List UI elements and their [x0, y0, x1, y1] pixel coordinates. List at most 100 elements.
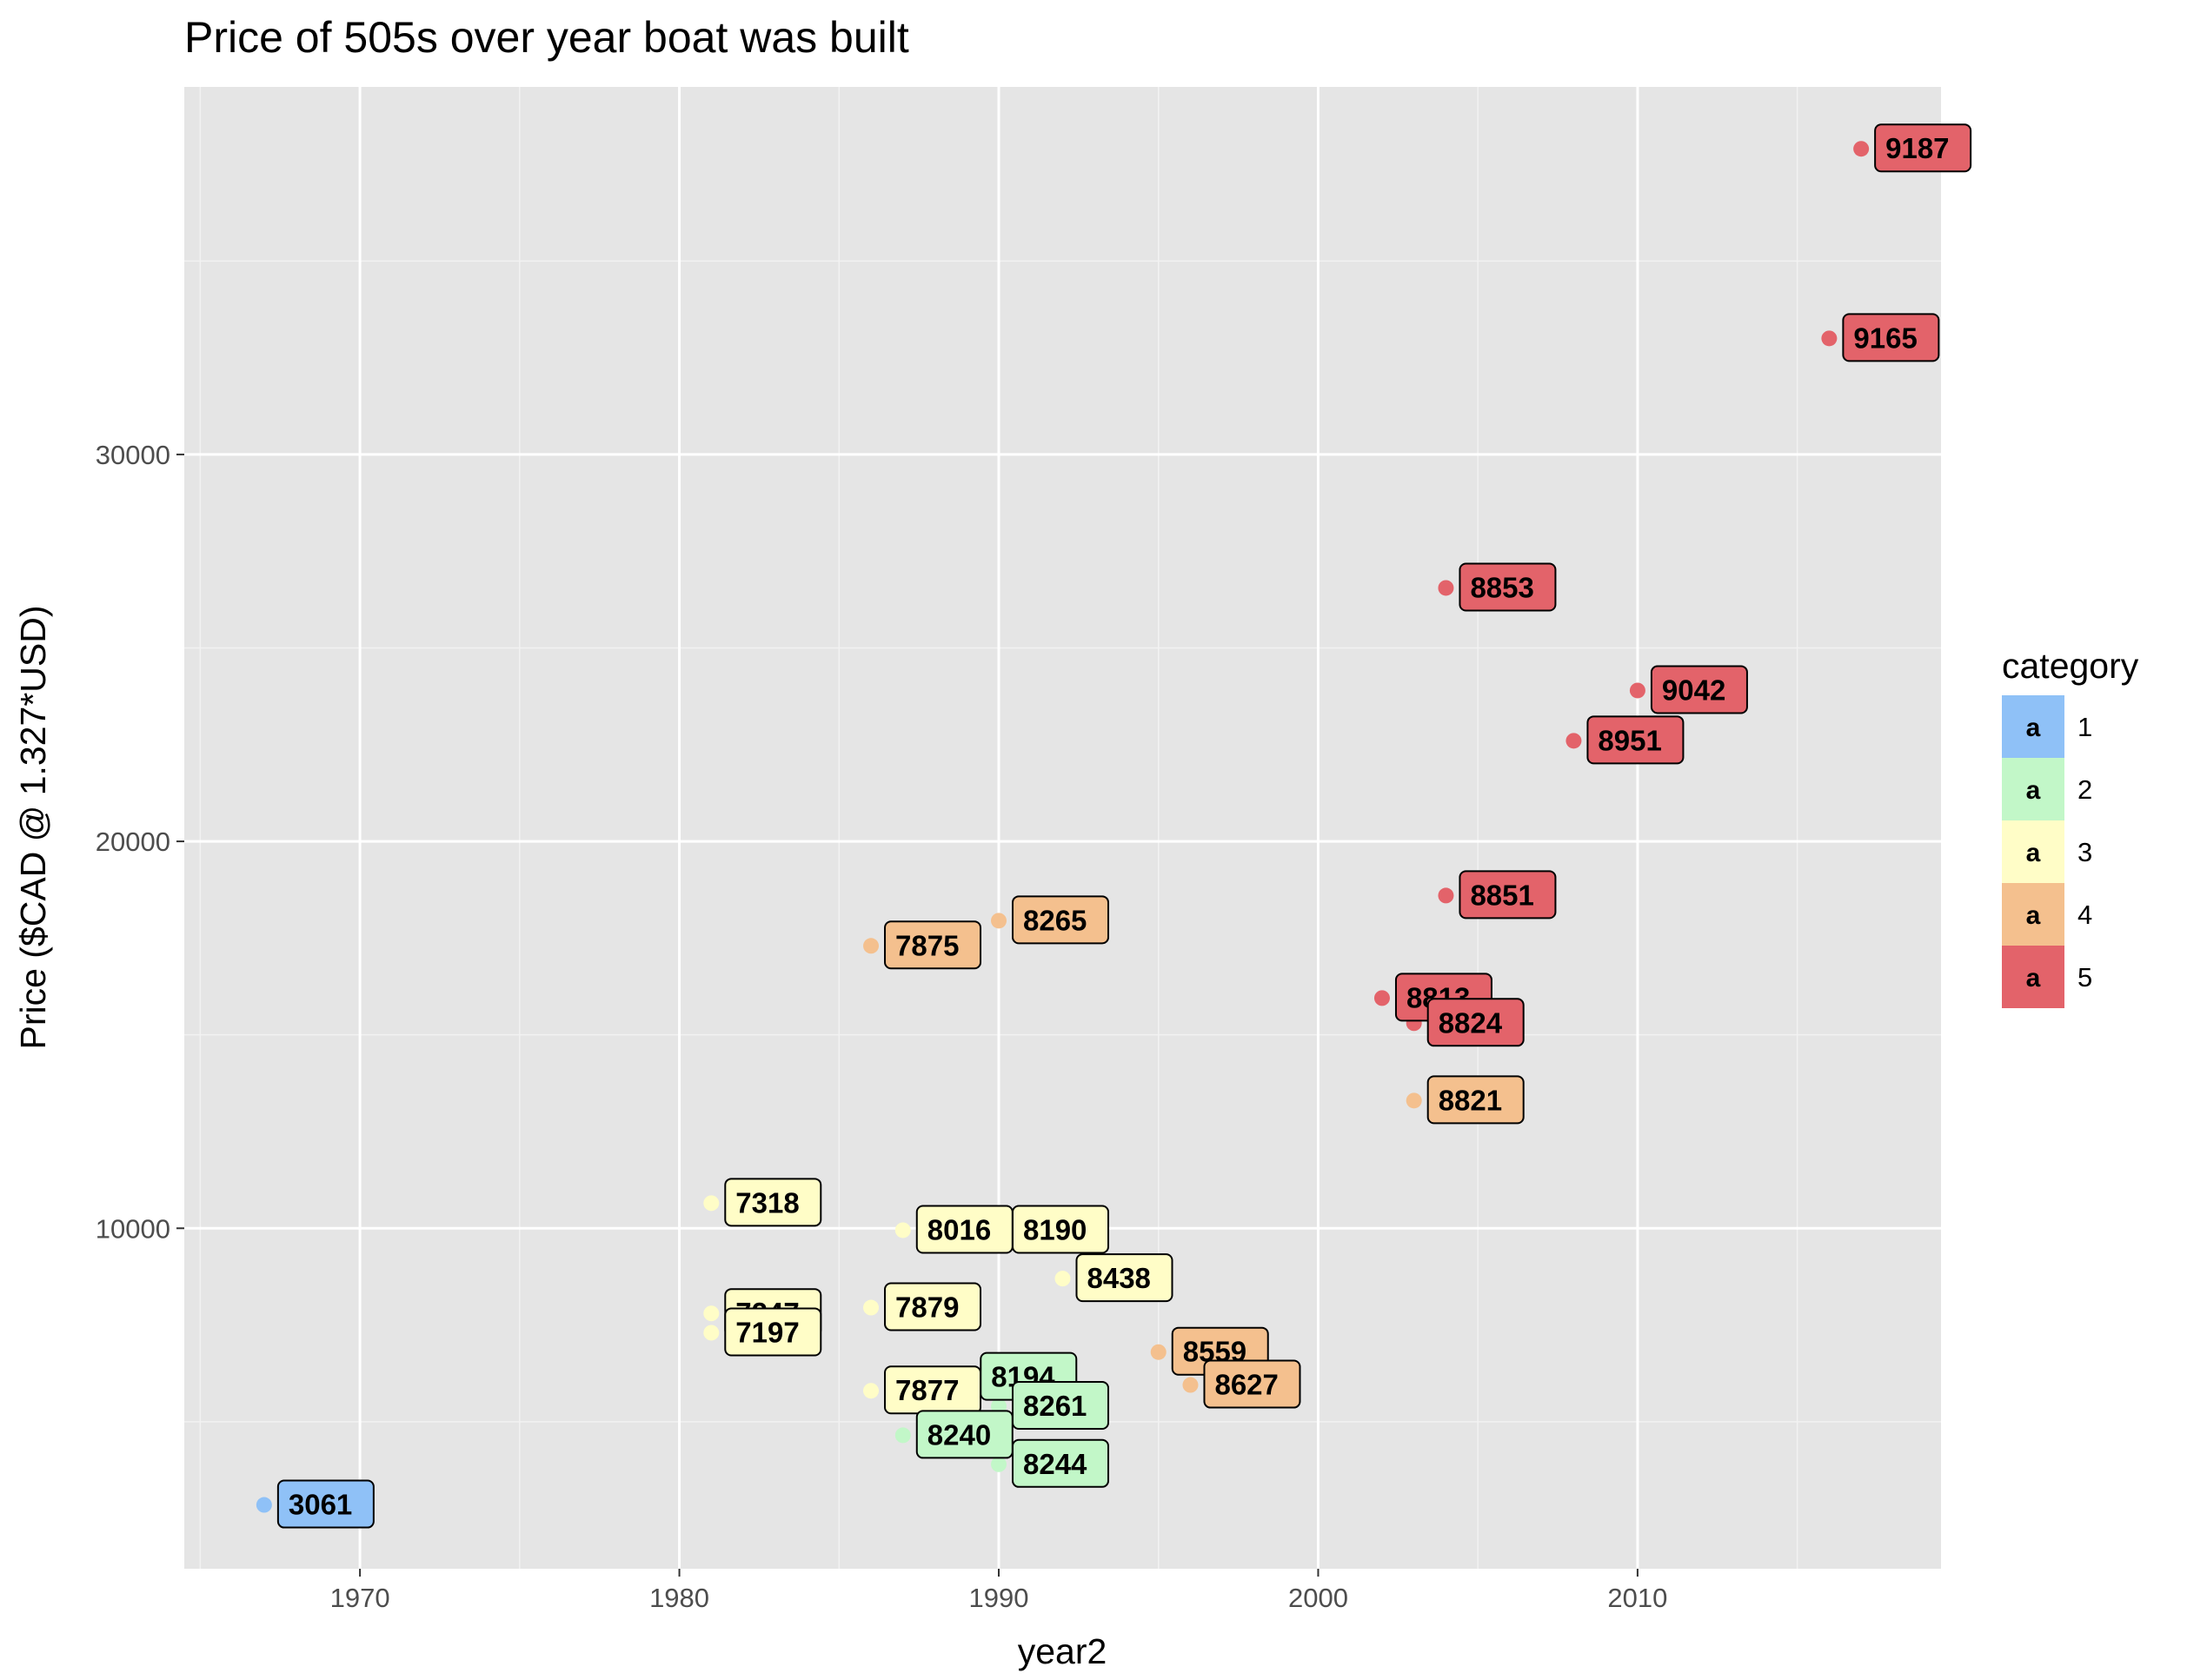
- data-label-text: 7879: [895, 1292, 959, 1324]
- data-point: [1406, 1092, 1422, 1109]
- legend-key-glyph: a: [2026, 714, 2041, 742]
- data-label-box: [1203, 1359, 1301, 1409]
- data-point: [894, 1427, 911, 1444]
- data-label-box: [724, 1178, 822, 1227]
- labels-layer: 3061731872477197787978777875801682408194…: [276, 123, 1972, 1529]
- data-label-text: 9187: [1885, 132, 1949, 164]
- legend-key-swatch: [2002, 695, 2064, 758]
- data-point: [703, 1305, 720, 1322]
- data-label-box: [276, 1479, 375, 1529]
- data-point: [894, 1222, 911, 1238]
- data-label: 8951: [1586, 715, 1685, 765]
- data-label: 8438: [1075, 1253, 1173, 1303]
- data-label-box: [1842, 313, 1940, 362]
- data-label-box: [884, 1282, 982, 1331]
- data-label: 8190: [1012, 1205, 1110, 1254]
- minor-gridlines: [184, 87, 1941, 1569]
- y-axis: 10000 20000 30000: [96, 440, 184, 1244]
- data-label-text: 3061: [289, 1489, 352, 1521]
- data-label-box: [1426, 1075, 1525, 1125]
- data-label: 9187: [1874, 123, 1972, 173]
- data-label-box: [1012, 1438, 1110, 1488]
- data-label-box: [1459, 870, 1557, 920]
- data-point: [1150, 1344, 1167, 1360]
- data-label: 8016: [915, 1205, 1014, 1254]
- data-label: 7318: [724, 1178, 822, 1227]
- x-tick-label: 2000: [1288, 1583, 1348, 1613]
- legend-key-label: 5: [2077, 962, 2092, 993]
- x-tick-label: 1990: [969, 1583, 1029, 1613]
- data-label-text: 7318: [735, 1186, 799, 1218]
- x-tick-label: 2010: [1607, 1583, 1667, 1613]
- data-point: [1821, 330, 1838, 347]
- data-label-text: 7875: [895, 929, 959, 961]
- data-point: [703, 1195, 720, 1212]
- legend-title: category: [2002, 646, 2139, 686]
- data-label-text: 7877: [895, 1374, 959, 1406]
- data-label-text: 8821: [1439, 1084, 1502, 1116]
- y-axis-title: Price ($CAD @ 1.327*USD): [13, 606, 53, 1050]
- data-label: 7877: [884, 1365, 982, 1415]
- data-label-text: 8853: [1470, 571, 1533, 603]
- data-label-box: [724, 1307, 822, 1357]
- legend-key-label: 4: [2077, 900, 2092, 930]
- chart-title: Price of 505s over year boat was built: [184, 13, 909, 62]
- data-label: 9042: [1650, 665, 1748, 714]
- data-label-text: 8244: [1023, 1448, 1087, 1480]
- data-label-text: 7197: [735, 1316, 799, 1348]
- data-point: [1853, 141, 1870, 157]
- data-point: [863, 938, 880, 954]
- legend-key-glyph: a: [2026, 901, 2041, 930]
- legend-key-label: 2: [2077, 774, 2092, 805]
- data-label: 9165: [1842, 313, 1940, 362]
- y-tick-label: 20000: [96, 827, 170, 857]
- data-label: 7197: [724, 1307, 822, 1357]
- data-label-text: 8851: [1470, 879, 1533, 911]
- data-label: 8851: [1459, 870, 1557, 920]
- data-point: [991, 913, 1007, 929]
- data-label-box: [884, 920, 982, 970]
- data-label-text: 9165: [1853, 322, 1917, 354]
- x-tick-label: 1970: [330, 1583, 390, 1613]
- data-label-box: [1012, 1381, 1110, 1431]
- data-label-text: 9042: [1662, 674, 1725, 706]
- y-tick-label: 10000: [96, 1213, 170, 1244]
- legend-key-glyph: a: [2026, 776, 2041, 805]
- data-label-box: [1012, 895, 1110, 945]
- data-label-box: [1012, 1205, 1110, 1254]
- legend-key-swatch: [2002, 758, 2064, 820]
- data-point: [991, 1456, 1007, 1472]
- data-label-text: 8824: [1439, 1006, 1503, 1039]
- legend-key-swatch: [2002, 883, 2064, 946]
- data-label-box: [1075, 1253, 1173, 1303]
- data-point: [1438, 887, 1454, 904]
- data-label-box: [1459, 562, 1557, 612]
- legend-key-glyph: a: [2026, 964, 2041, 993]
- data-label-box: [1650, 665, 1748, 714]
- data-point: [863, 1299, 880, 1316]
- data-label: 8824: [1426, 998, 1525, 1047]
- data-point: [256, 1497, 272, 1513]
- x-axis: 1970 1980 1990 2000 2010: [330, 1569, 1667, 1613]
- data-point: [1565, 733, 1582, 749]
- legend: category a 1a 2a 3a 4a 5: [2002, 646, 2139, 1008]
- data-point: [1373, 990, 1390, 1006]
- legend-key-swatch: [2002, 946, 2064, 1008]
- data-label: 8627: [1203, 1359, 1301, 1409]
- data-label-text: 8190: [1023, 1213, 1087, 1245]
- x-tick-label: 1980: [649, 1583, 709, 1613]
- legend-key-label: 3: [2077, 837, 2092, 867]
- data-label-text: 8261: [1023, 1390, 1087, 1422]
- legend-key-glyph: a: [2026, 839, 2041, 867]
- data-label: 7875: [884, 920, 982, 970]
- plot-panel: [184, 87, 1941, 1569]
- data-label: 8853: [1459, 562, 1557, 612]
- data-label: 7879: [884, 1282, 982, 1331]
- data-label: 8261: [1012, 1381, 1110, 1431]
- major-gridlines: [184, 87, 1941, 1569]
